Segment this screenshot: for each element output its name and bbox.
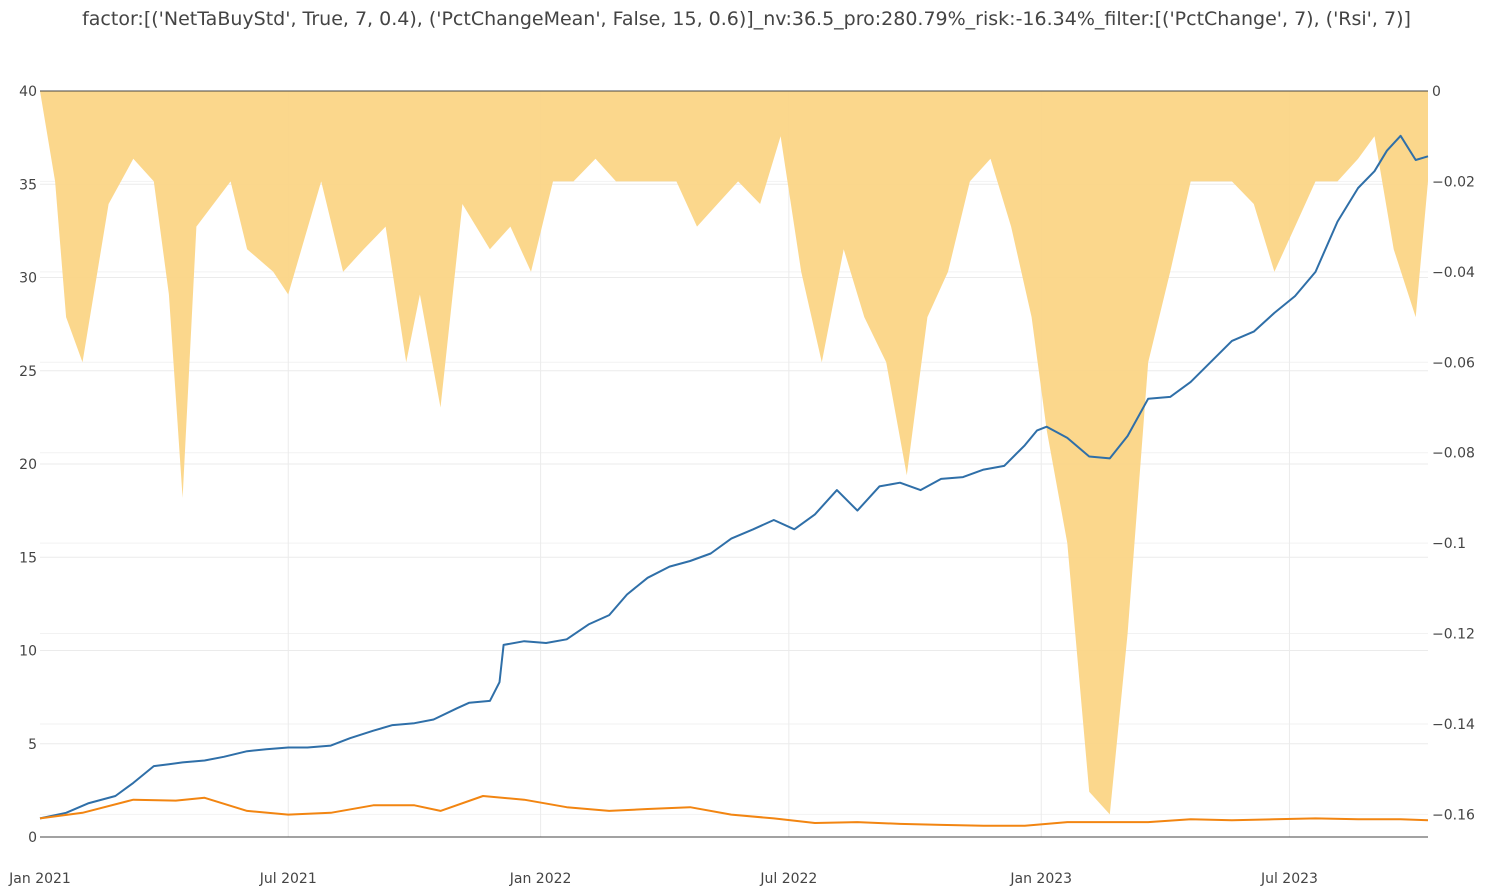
y-tick-label: 5 [28, 737, 37, 753]
y2-tick-label: −0.06 [1432, 355, 1475, 371]
benchmark-line [39, 795, 1429, 827]
y-tick-label: 15 [19, 550, 37, 566]
y-tick-label: 40 [19, 84, 37, 100]
y-tick-label: 20 [19, 457, 37, 473]
x-tick-label: Jul 2022 [759, 871, 817, 887]
chart-title: factor:[('NetTaBuyStd', True, 7, 0.4), (… [82, 8, 1411, 30]
y2-tick-label: −0.16 [1432, 807, 1475, 823]
y2-tick-label: −0.14 [1432, 717, 1475, 733]
y-tick-label: 35 [19, 177, 37, 193]
x-tick-label: Jul 2023 [1260, 871, 1318, 887]
x-tick-label: Jul 2021 [259, 871, 317, 887]
net-value-line [39, 134, 1429, 820]
drawdown-area [40, 91, 1428, 815]
x-tick-label: Jan 2022 [509, 871, 572, 887]
x-tick-label: Jan 2021 [8, 871, 71, 887]
y2-tick-label: −0.12 [1432, 627, 1475, 643]
drawdown-area-layer [40, 91, 1428, 815]
line-layer [39, 134, 1429, 827]
y2-tick-label: −0.02 [1432, 174, 1475, 190]
y-tick-label: 25 [19, 364, 37, 380]
y2-tick-label: 0 [1432, 84, 1441, 100]
y2-tick-label: −0.08 [1432, 446, 1475, 462]
y-tick-label: 0 [28, 830, 37, 846]
y-tick-label: 10 [19, 644, 37, 660]
y2-tick-label: −0.1 [1432, 536, 1466, 552]
y-tick-label: 30 [19, 271, 37, 287]
x-tick-label: Jan 2023 [1009, 871, 1072, 887]
y2-tick-label: −0.04 [1432, 265, 1475, 281]
axis-layer: 0 5 10 15 20 25 30 35 40 0 −0.02 −0.04 −0.06 −0.08 −0.… [8, 84, 1475, 887]
